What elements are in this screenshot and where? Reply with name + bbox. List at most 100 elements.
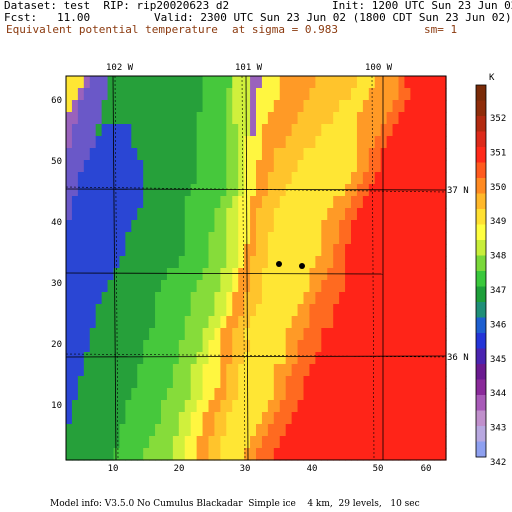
field-cell [386,388,394,401]
field-cell [386,208,394,221]
field-cell [434,148,441,161]
field-cell [244,148,251,161]
field-cell [374,184,382,197]
field-cell [208,148,216,161]
field-cell [226,76,233,89]
field-cell [434,244,441,257]
field-cell [440,376,447,389]
field-cell [351,172,358,185]
field-cell [303,220,311,233]
field-cell [226,244,233,257]
field-cell [113,160,121,173]
field-cell [208,316,216,329]
field-cell [267,100,275,113]
field-cell [374,436,382,449]
field-cell [380,424,388,437]
field-cell [184,148,192,161]
field-cell [250,280,257,293]
field-cell [386,76,394,89]
colorbar-unit: K [489,73,495,83]
field-cell [172,220,180,233]
field-cell [250,220,257,233]
field-cell [149,400,156,413]
colorbar-swatch [476,116,486,132]
field-cell [190,148,198,161]
field-cell [434,364,441,377]
field-cell [345,352,352,365]
field-cell [291,88,299,101]
field-cell [256,352,263,365]
field-cell [368,280,376,293]
field-cell [71,376,79,389]
field-cell [267,136,275,149]
field-cell [208,136,216,149]
field-cell [368,100,376,113]
field-cell [392,352,400,365]
field-cell [250,436,257,449]
field-cell [202,148,210,161]
field-cell [356,292,364,305]
field-cell [149,220,156,233]
field-cell [309,160,316,173]
field-cell [244,184,251,197]
field-cell [315,88,322,101]
field-cell [232,220,239,233]
field-cell [77,292,85,305]
field-cell [77,388,85,401]
field-cell [279,292,287,305]
field-cell [83,424,91,437]
field-cell [101,244,109,257]
field-cell [285,148,293,161]
field-cell [256,364,263,377]
field-cell [380,232,388,245]
field-cell [256,448,263,461]
field-cell [345,220,352,233]
field-cell [309,340,316,353]
field-cell [250,112,257,125]
field-cell [161,280,168,293]
field-cell [83,400,91,413]
field-cell [232,160,239,173]
field-cell [297,220,305,233]
field-cell [119,280,126,293]
field-cell [232,256,239,269]
field-cell [273,232,281,245]
field-cell [410,208,417,221]
field-cell [404,304,411,317]
field-cell [380,280,388,293]
field-cell [178,220,186,233]
field-cell [232,124,239,137]
longitude-label: 100 W [365,63,393,73]
field-cell [362,316,370,329]
field-cell [434,136,441,149]
field-cell [101,388,109,401]
field-cell [89,136,97,149]
field-cell [404,208,411,221]
field-cell [297,76,305,89]
field-cell [291,244,299,257]
field-cell [368,292,376,305]
field-cell [374,244,382,257]
field-cell [309,292,316,305]
plot-frame [65,75,447,461]
field-cell [190,220,198,233]
field-cell [71,160,79,173]
field-cell [410,364,417,377]
field-cell [89,76,97,89]
field-cell [345,148,352,161]
field-cell [172,400,180,413]
field-cell [374,232,382,245]
field-cell [339,448,346,461]
field-cell [279,352,287,365]
field-cell [196,76,204,89]
field-cell [297,292,305,305]
field-cell [172,280,180,293]
field-cell [190,184,198,197]
field-cell [279,148,287,161]
field-cell [208,340,216,353]
field-cell [143,124,150,137]
field-cell [226,208,233,221]
field-cell [256,220,263,233]
field-cell [137,388,144,401]
field-cell [226,448,233,461]
